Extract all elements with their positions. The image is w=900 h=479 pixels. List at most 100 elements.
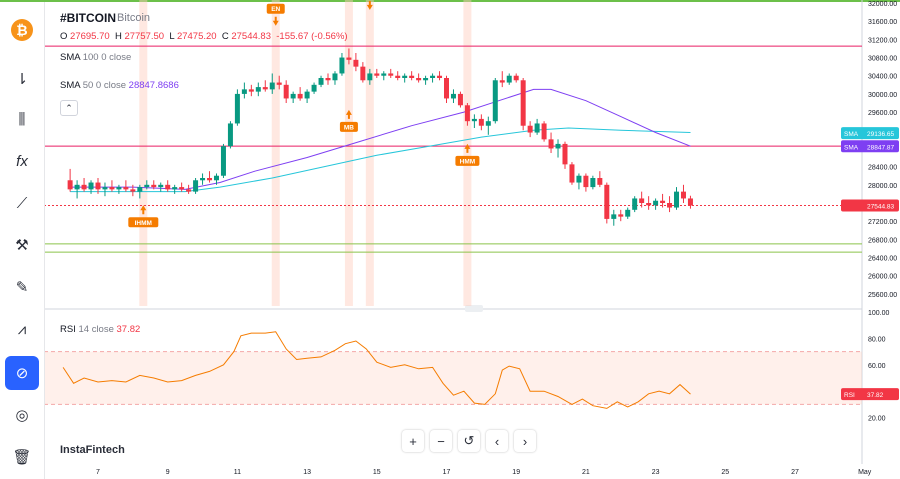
highlight-band-2 [344, 0, 353, 306]
scroll-right-button[interactable]: › [514, 430, 536, 452]
sma50-value: 28847.8686 [128, 80, 179, 91]
candle-body-57 [464, 105, 470, 122]
branding-label: InstaFintech [60, 444, 125, 456]
marker-arrow-0 [140, 205, 147, 215]
sma100-params: 100 0 close [82, 52, 132, 63]
price-tick-0: 32000.00 [868, 1, 897, 8]
change-value: -155.67 (-0.56%) [276, 31, 348, 42]
patterns-icon[interactable]: ⩘ [17, 320, 27, 338]
time-tick-11: May [858, 469, 872, 476]
candle-body-6 [109, 187, 115, 190]
zoom-in-button[interactable]: + [402, 430, 424, 452]
price-tag-label-sma50: SMA [844, 144, 859, 151]
candle-body-0 [67, 180, 73, 190]
marker-label-1: EN [271, 6, 280, 13]
marker-label-4: HMM [460, 158, 476, 165]
trash-icon[interactable]: 🗑 [12, 449, 32, 466]
indicators-icon[interactable]: ⇂ [15, 71, 29, 88]
horizontal-lines-layer [44, 45, 862, 253]
candle-body-44 [374, 73, 380, 76]
candle-body-77 [604, 184, 610, 219]
trendline-icon[interactable]: ⟋ [16, 194, 28, 212]
candle-body-64 [513, 75, 519, 81]
sma100-line [70, 127, 691, 193]
candle-body-18 [193, 180, 199, 192]
magnet-icon[interactable]: ⊘ [5, 356, 39, 390]
scroll-left-button[interactable]: ‹ [486, 430, 508, 452]
time-tick-0: 7 [96, 469, 100, 476]
eye-off-icon[interactable]: ◎ [15, 407, 29, 424]
price-tick-4: 30400.00 [868, 74, 897, 81]
candle-body-52 [430, 75, 436, 78]
axes-layer: 32000.00 31600.00 31200.00 30800.00 30400.00… [96, 1, 899, 476]
candle-body-8 [123, 187, 129, 190]
sma50-label: SMA [60, 80, 81, 91]
candle-body-48 [402, 75, 408, 78]
top-accent-line [0, 0, 900, 2]
high-label: H [114, 31, 122, 42]
candles-icon[interactable]: ⫼ [18, 110, 26, 128]
rsi-legend[interactable]: RSI 14 close 37.82 [60, 324, 140, 335]
open-value: 27695.70 [70, 31, 110, 42]
marker-badge-1 [266, 3, 285, 14]
rsi-band-fill [44, 351, 862, 405]
price-tick-6: 29600.00 [868, 110, 897, 117]
sma50-legend[interactable]: SMA 50 0 close 28847.8686 [60, 80, 179, 91]
candle-body-60 [485, 121, 491, 126]
highlight-band-3 [365, 0, 374, 306]
candle-body-7 [116, 187, 122, 190]
marker-arrow-1 [272, 16, 279, 26]
candle-body-79 [618, 214, 624, 217]
candle-body-71 [562, 143, 568, 165]
time-tick-6: 19 [512, 469, 520, 476]
candle-body-11 [144, 184, 150, 188]
candle-body-2 [81, 184, 87, 190]
price-tag-close [841, 199, 899, 212]
bitcoin-logo[interactable]: ₿ [11, 19, 33, 41]
zoom-out-button[interactable]: − [430, 430, 452, 452]
collapse-legend-button[interactable]: ⌃ [60, 100, 78, 116]
candle-body-22 [220, 146, 226, 176]
marker-arrow-4 [464, 143, 471, 153]
price-tag-sma50 [841, 140, 899, 153]
candle-body-40 [346, 57, 352, 60]
time-tick-3: 13 [303, 469, 311, 476]
marker-arrow-3 [345, 109, 352, 119]
sma100-legend[interactable]: SMA 100 0 close [60, 52, 131, 63]
candle-body-25 [241, 89, 247, 94]
candle-body-78 [611, 214, 617, 219]
time-tick-5: 17 [443, 469, 451, 476]
time-tick-2: 11 [234, 469, 241, 476]
candle-body-81 [632, 198, 638, 210]
candle-body-20 [207, 178, 213, 181]
fx-icon[interactable]: fx [16, 152, 28, 170]
candle-body-66 [527, 125, 533, 133]
pen-icon[interactable]: ✎ [15, 279, 29, 296]
candle-body-16 [179, 187, 185, 190]
candle-body-32 [290, 93, 296, 99]
price-tick-9: 28400.00 [868, 165, 897, 172]
candle-body-21 [213, 175, 219, 181]
low-label: L [169, 31, 175, 42]
close-label: C [221, 31, 229, 42]
candle-body-86 [667, 203, 673, 208]
price-tag-rsi [841, 388, 899, 401]
rsi-tick-0: 100.00 [868, 310, 890, 317]
price-tick-5: 30000.00 [868, 92, 897, 99]
marker-arrow-2 [366, 0, 373, 10]
highlight-layer [139, 0, 472, 306]
candle-body-1 [74, 184, 80, 190]
candle-body-62 [499, 80, 505, 83]
candle-body-46 [388, 73, 394, 76]
candle-body-47 [395, 75, 401, 78]
reset-button[interactable]: ↺ [458, 430, 480, 452]
brush-icon[interactable]: ⚒ [15, 237, 29, 254]
price-tick-14: 26400.00 [868, 256, 897, 263]
candle-body-69 [548, 139, 554, 149]
candle-body-38 [332, 73, 338, 81]
candle-body-88 [680, 191, 686, 199]
candle-body-89 [687, 198, 693, 206]
marker-label-0: IHMM [135, 220, 152, 227]
sma100-label: SMA [60, 52, 81, 63]
